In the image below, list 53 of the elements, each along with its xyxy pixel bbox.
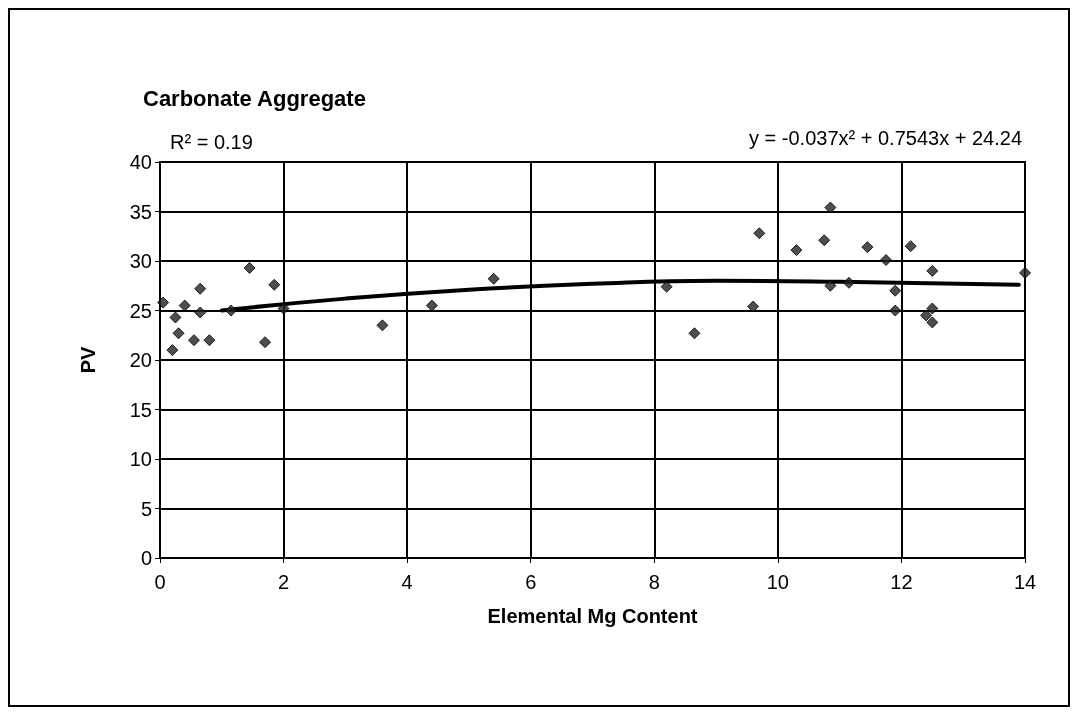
point [818, 234, 831, 247]
point [243, 261, 256, 274]
point [926, 302, 939, 315]
point [747, 300, 760, 313]
point [889, 284, 902, 297]
point [268, 278, 281, 291]
point [194, 306, 207, 319]
point [861, 241, 874, 254]
point [194, 282, 207, 295]
y-tick-label: 5 [140, 497, 152, 520]
y-tick-label: 0 [140, 547, 152, 569]
y-tick-label: 15 [129, 398, 152, 421]
text: R² = 0.19 [170, 131, 253, 153]
point [926, 264, 939, 277]
point [172, 327, 185, 340]
x-tick-label: 10 [766, 571, 789, 593]
chart-title: Carbonate Aggregate [143, 85, 366, 111]
point [842, 276, 855, 289]
x-tick-label: 12 [890, 571, 913, 593]
point [889, 304, 902, 317]
x-tick-label: 8 [648, 571, 660, 593]
point [920, 309, 933, 322]
point [259, 336, 272, 349]
point [203, 334, 216, 347]
point [157, 296, 170, 309]
x-tick-label: 4 [401, 571, 413, 593]
point [166, 344, 179, 357]
y-axis-title: PV [77, 346, 99, 374]
point [688, 327, 701, 340]
x-tick-label: 6 [525, 571, 537, 593]
y-tick-label: 30 [129, 250, 152, 272]
x-tick-label: 14 [1013, 571, 1037, 593]
point [904, 240, 917, 253]
y-tick-label: 20 [129, 349, 152, 371]
point [824, 201, 837, 214]
point [178, 299, 191, 312]
y-tick-label: 40 [129, 151, 152, 173]
point [169, 311, 182, 324]
point [487, 272, 500, 285]
y-tick-label: 35 [129, 200, 152, 223]
point [926, 316, 939, 329]
point [753, 227, 766, 240]
x-axis-title: Elemental Mg Content [487, 605, 698, 627]
x-tick-label: 0 [154, 571, 166, 593]
point [187, 334, 200, 347]
point [277, 302, 290, 315]
point [879, 254, 892, 267]
y-tick-label: 10 [129, 448, 152, 470]
x-tick-label: 2 [278, 571, 290, 593]
point [790, 244, 803, 257]
point [376, 319, 389, 332]
y-tick-label: 25 [129, 299, 152, 322]
text: y = -0.037x² + 0.7543x + 24.24 [749, 127, 1022, 149]
